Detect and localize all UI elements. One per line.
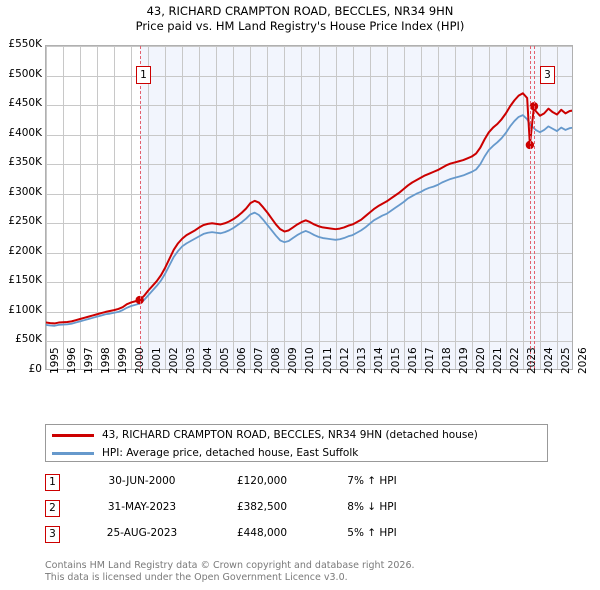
y-axis-tick-label: £0 bbox=[28, 363, 42, 375]
table-row[interactable]: 2 31-MAY-2023 £382,500 8% ↓ HPI bbox=[45, 498, 465, 524]
gridline-vertical bbox=[301, 46, 303, 369]
x-axis-tick-label: 2026 bbox=[577, 347, 589, 374]
gridline-vertical bbox=[216, 46, 218, 369]
transaction-hpi-delta: 8% ↓ HPI bbox=[347, 501, 397, 513]
transaction-marker-line bbox=[529, 46, 531, 369]
gridline-horizontal bbox=[46, 193, 572, 195]
transaction-date: 30-JUN-2000 bbox=[108, 475, 176, 487]
gridline-vertical bbox=[539, 46, 541, 369]
y-axis-tick-label: £550K bbox=[8, 38, 42, 50]
gridline-vertical bbox=[522, 46, 524, 369]
y-axis-tick-label: £100K bbox=[8, 303, 42, 316]
gridline-horizontal bbox=[46, 252, 572, 254]
transaction-index-badge: 2 bbox=[45, 500, 60, 517]
legend-swatch-price-paid bbox=[52, 434, 94, 437]
gridline-vertical bbox=[352, 46, 354, 369]
y-axis-tick-label: £350K bbox=[8, 156, 42, 169]
transaction-index-badge: 1 bbox=[45, 474, 60, 491]
gridline-vertical bbox=[386, 46, 388, 369]
gridline-vertical bbox=[97, 46, 99, 369]
legend-label-hpi: HPI: Average price, detached house, East… bbox=[102, 447, 359, 459]
transaction-hpi-delta: 5% ↑ HPI bbox=[347, 527, 397, 539]
gridline-vertical bbox=[454, 46, 456, 369]
legend-swatch-hpi bbox=[52, 452, 94, 455]
page-title: 43, RICHARD CRAMPTON ROAD, BECCLES, NR34… bbox=[0, 4, 600, 34]
transaction-price: £448,000 bbox=[236, 527, 288, 539]
title-subtitle: Price paid vs. HM Land Registry's House … bbox=[135, 19, 465, 33]
footer-attribution: Contains HM Land Registry data © Crown c… bbox=[45, 560, 585, 583]
gridline-horizontal bbox=[46, 341, 572, 343]
gridline-vertical bbox=[131, 46, 133, 369]
gridline-vertical bbox=[233, 46, 235, 369]
gridline-vertical bbox=[199, 46, 201, 369]
legend-item-price-paid: 43, RICHARD CRAMPTON ROAD, BECCLES, NR34… bbox=[52, 426, 547, 444]
y-axis-tick-label: £50K bbox=[15, 333, 42, 346]
gridline-vertical bbox=[284, 46, 286, 369]
line-price-paid bbox=[46, 92, 572, 325]
gridline-vertical bbox=[63, 46, 65, 369]
gridline-vertical bbox=[148, 46, 150, 369]
gridline-vertical bbox=[46, 46, 47, 369]
gridline-vertical bbox=[505, 46, 507, 369]
gridline-horizontal bbox=[46, 164, 572, 166]
ownership-shaded-region bbox=[139, 46, 572, 369]
title-address: 43, RICHARD CRAMPTON ROAD, BECCLES, NR34… bbox=[146, 4, 454, 18]
transaction-date: 31-MAY-2023 bbox=[107, 501, 177, 513]
gridline-vertical bbox=[267, 46, 269, 369]
footer-line-1: Contains HM Land Registry data © Crown c… bbox=[45, 560, 415, 571]
gridline-vertical bbox=[556, 46, 558, 369]
gridline-horizontal bbox=[46, 282, 572, 284]
chart-legend: 43, RICHARD CRAMPTON ROAD, BECCLES, NR34… bbox=[45, 424, 548, 462]
transaction-index-badge: 3 bbox=[45, 526, 60, 543]
transactions-table: 1 30-JUN-2000 £120,000 7% ↑ HPI 2 31-MAY… bbox=[45, 472, 465, 550]
legend-label-price-paid: 43, RICHARD CRAMPTON ROAD, BECCLES, NR34… bbox=[102, 429, 478, 441]
gridline-vertical bbox=[250, 46, 252, 369]
gridline-vertical bbox=[114, 46, 116, 369]
gridline-vertical bbox=[318, 46, 320, 369]
gridline-horizontal bbox=[46, 223, 572, 225]
y-axis-tick-label: £200K bbox=[8, 244, 42, 257]
transaction-price: £382,500 bbox=[236, 501, 288, 513]
gridline-vertical bbox=[369, 46, 371, 369]
transaction-marker-line bbox=[139, 46, 141, 369]
y-axis-tick-label: £150K bbox=[8, 274, 42, 287]
table-row[interactable]: 3 25-AUG-2023 £448,000 5% ↑ HPI bbox=[45, 524, 465, 550]
gridline-vertical bbox=[471, 46, 473, 369]
table-row[interactable]: 1 30-JUN-2000 £120,000 7% ↑ HPI bbox=[45, 472, 465, 498]
gridline-horizontal bbox=[46, 311, 572, 313]
legend-item-hpi: HPI: Average price, detached house, East… bbox=[52, 444, 547, 462]
y-axis-tick-label: £500K bbox=[8, 67, 42, 80]
transaction-marker-line bbox=[533, 46, 535, 369]
gridline-vertical bbox=[488, 46, 490, 369]
gridline-horizontal bbox=[46, 46, 572, 47]
transaction-hpi-delta: 7% ↑ HPI bbox=[347, 475, 397, 487]
gridline-vertical bbox=[80, 46, 82, 369]
gridline-vertical bbox=[403, 46, 405, 369]
chart-series-lines bbox=[46, 92, 572, 327]
gridline-vertical bbox=[182, 46, 184, 369]
y-axis-tick-label: £300K bbox=[8, 185, 42, 198]
footer-line-2: This data is licensed under the Open Gov… bbox=[45, 571, 348, 583]
chart-plot-area bbox=[45, 45, 573, 370]
gridline-vertical bbox=[335, 46, 337, 369]
y-axis-tick-label: £400K bbox=[8, 126, 42, 139]
line-hpi bbox=[46, 114, 572, 327]
gridline-horizontal bbox=[46, 134, 572, 136]
gridline-vertical bbox=[165, 46, 167, 369]
gridline-horizontal bbox=[46, 75, 572, 77]
gridline-horizontal bbox=[46, 105, 572, 107]
transaction-date: 25-AUG-2023 bbox=[106, 527, 178, 539]
y-axis-tick-label: £450K bbox=[8, 97, 42, 110]
gridline-vertical bbox=[420, 46, 422, 369]
y-axis-tick-label: £250K bbox=[8, 215, 42, 228]
gridline-vertical bbox=[437, 46, 439, 369]
transaction-price: £120,000 bbox=[236, 475, 288, 487]
